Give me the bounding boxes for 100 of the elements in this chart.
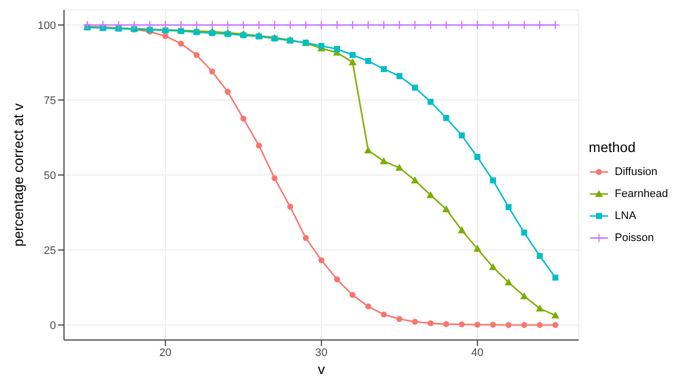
x-tick-label: 40: [471, 346, 484, 359]
point: [350, 292, 356, 298]
point: [318, 257, 324, 264]
point: [364, 20, 373, 30]
legend-label: Poisson: [614, 232, 654, 244]
point: [194, 52, 200, 58]
point: [348, 20, 358, 30]
y-axis-title: percentage correct at v: [10, 103, 26, 247]
x-tick-label: 20: [159, 346, 172, 359]
point: [396, 316, 402, 322]
point: [506, 204, 512, 210]
legend-label: LNA: [614, 210, 636, 222]
point: [552, 322, 558, 328]
point: [365, 58, 372, 64]
point: [536, 253, 543, 259]
point: [160, 20, 170, 30]
point: [209, 30, 216, 36]
point: [334, 46, 340, 52]
point: [550, 20, 560, 30]
point: [412, 84, 418, 91]
point: [442, 20, 451, 30]
point: [238, 20, 248, 30]
point: [535, 20, 544, 30]
point: [272, 175, 278, 182]
point: [458, 321, 465, 328]
point: [395, 164, 404, 171]
point: [224, 31, 231, 37]
point: [318, 43, 324, 49]
point: [130, 20, 139, 30]
point: [474, 154, 480, 160]
point: [364, 146, 372, 154]
point: [223, 20, 232, 30]
point: [474, 322, 480, 328]
point: [348, 58, 357, 66]
point: [240, 116, 246, 122]
point: [521, 322, 528, 328]
legend-label: Fearnhead: [614, 188, 668, 200]
point: [114, 20, 124, 30]
point: [192, 20, 202, 30]
point: [520, 292, 528, 300]
point: [506, 322, 512, 328]
point: [162, 33, 168, 40]
point: [552, 274, 558, 281]
point: [332, 20, 342, 30]
point: [380, 157, 388, 164]
point: [490, 322, 496, 328]
point: [472, 20, 482, 30]
point: [98, 20, 108, 30]
point: [270, 20, 280, 30]
point: [536, 304, 544, 312]
point: [396, 73, 402, 79]
point: [504, 20, 514, 30]
point: [504, 278, 513, 286]
point: [334, 276, 340, 282]
point: [380, 312, 387, 318]
point: [145, 20, 154, 30]
point: [488, 20, 498, 30]
point: [316, 20, 326, 30]
point: [458, 132, 465, 138]
point: [410, 176, 419, 184]
point: [287, 204, 294, 210]
y-tick-label: 75: [44, 94, 56, 107]
point: [428, 98, 434, 105]
point: [426, 20, 436, 30]
point: [412, 318, 418, 325]
point: [224, 88, 231, 95]
point: [443, 321, 450, 328]
point: [473, 244, 482, 252]
point: [380, 66, 387, 72]
point: [551, 311, 560, 318]
point: [458, 226, 466, 234]
point: [443, 115, 450, 121]
point: [301, 20, 310, 30]
y-tick-label: 100: [38, 20, 56, 32]
x-axis-title: v: [318, 361, 325, 377]
x-tick-label: 30: [315, 346, 328, 359]
y-tick-label: 0: [50, 320, 56, 332]
point: [426, 191, 435, 198]
y-tick-label: 25: [44, 244, 56, 257]
point: [410, 20, 420, 30]
point: [176, 20, 186, 30]
point: [82, 20, 92, 30]
point: [178, 40, 184, 47]
point: [428, 320, 434, 326]
point: [457, 20, 466, 30]
point: [209, 68, 216, 74]
point: [488, 263, 497, 270]
point: [254, 20, 264, 30]
point: [442, 205, 450, 212]
y-tick-label: 50: [44, 170, 56, 182]
legend-title: method: [588, 139, 636, 155]
point: [286, 20, 295, 30]
point: [302, 235, 309, 241]
point: [208, 20, 217, 30]
point: [379, 20, 388, 30]
point: [256, 142, 262, 149]
point: [394, 20, 404, 30]
point: [350, 52, 356, 58]
point: [520, 20, 529, 30]
point: [536, 322, 543, 328]
